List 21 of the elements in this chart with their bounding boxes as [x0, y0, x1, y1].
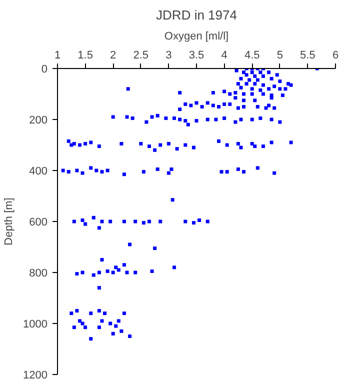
x-tick-label: 4.5: [244, 50, 260, 62]
x-tick-label: 2: [110, 50, 116, 62]
x-tick-label: 4: [221, 50, 228, 62]
x-tick-label: 3: [166, 50, 172, 62]
x-tick-label: 3.5: [188, 50, 204, 62]
x-axis-title: Oxygen [ml/l]: [164, 30, 229, 42]
x-tick-label: 5.5: [300, 50, 316, 62]
x-tick-label: 1.5: [78, 50, 93, 62]
y-tick-label: 800: [29, 268, 48, 280]
y-axis-title: Depth [m]: [3, 198, 16, 246]
x-tick-label: 6: [332, 50, 339, 62]
y-tick-label: 1200: [23, 370, 48, 382]
chart-title: JDRD in 1974: [156, 8, 237, 22]
x-tick-label: 5: [276, 50, 283, 62]
y-tick-label: 0: [41, 64, 48, 76]
x-tick-label: 1: [54, 50, 61, 62]
y-tick-label: 200: [29, 114, 48, 126]
y-tick-label: 400: [29, 166, 48, 178]
x-tick-label: 2.5: [133, 50, 149, 62]
y-tick-label: 1000: [23, 318, 48, 330]
y-tick-label: 600: [29, 216, 48, 228]
